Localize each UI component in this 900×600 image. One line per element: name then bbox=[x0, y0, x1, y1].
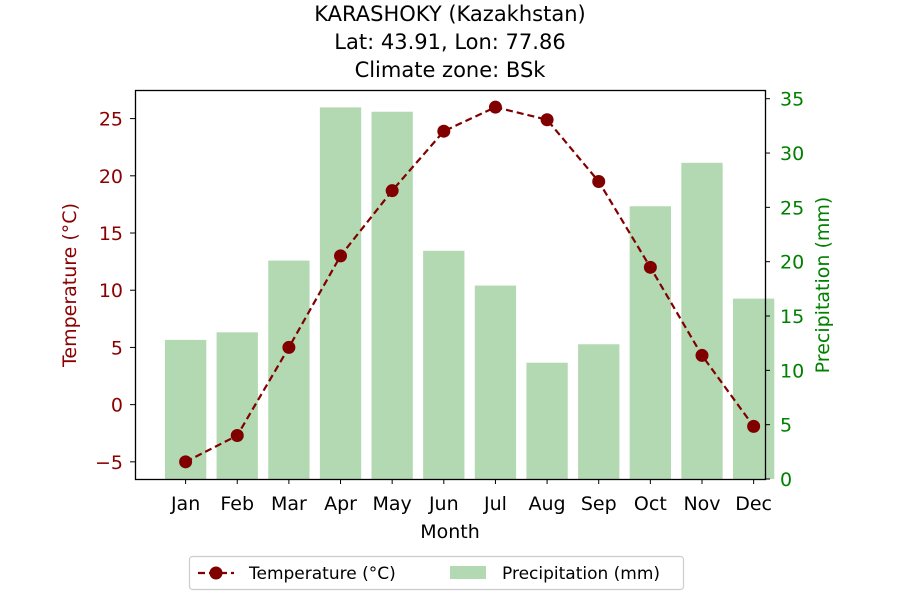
legend-frame bbox=[188, 555, 685, 591]
precipitation-bar-jul bbox=[474, 285, 517, 479]
temperature-point-jan bbox=[179, 455, 193, 469]
right-y-tick-label: 20 bbox=[780, 252, 804, 274]
legend-temperature-marker bbox=[209, 566, 223, 580]
temperature-series bbox=[179, 100, 761, 469]
right-y-tick-label: 0 bbox=[780, 469, 792, 491]
x-tick-label: Oct bbox=[634, 493, 667, 515]
x-axis-label: Month bbox=[420, 521, 480, 543]
temperature-point-oct bbox=[643, 260, 657, 274]
right-y-tick-label: 35 bbox=[780, 89, 804, 111]
left-y-axis-label: Temperature (°C) bbox=[59, 203, 81, 368]
x-tick-label: Dec bbox=[735, 493, 772, 515]
right-y-tick-label: 30 bbox=[780, 143, 804, 165]
precipitation-bar-aug bbox=[526, 362, 568, 479]
right-y-tick-label: 15 bbox=[780, 306, 804, 328]
right-y-tick-label: 10 bbox=[780, 360, 804, 382]
chart-subtitle-climate-zone: Climate zone: BSk bbox=[355, 58, 547, 82]
right-y-axis-label: Precipitation (mm) bbox=[812, 197, 834, 374]
x-tick-label: Nov bbox=[683, 493, 720, 515]
x-axis: Jan Feb Mar Apr May Jun Jul Aug Sep Oct Nov Dec bbox=[170, 479, 772, 515]
left-y-axis: −5 0 5 10 15 20 25 bbox=[95, 109, 135, 474]
left-y-tick-label: 10 bbox=[99, 280, 123, 302]
left-y-tick-label: 0 bbox=[111, 395, 123, 417]
precipitation-bar-may bbox=[371, 111, 413, 479]
temperature-point-jun bbox=[437, 124, 451, 138]
x-tick-label: May bbox=[373, 493, 412, 515]
precipitation-bar-sep bbox=[578, 344, 620, 479]
left-y-tick-label: 20 bbox=[99, 166, 123, 188]
x-tick-label: Feb bbox=[220, 493, 254, 515]
x-tick-label: Apr bbox=[324, 493, 357, 515]
temperature-point-nov bbox=[695, 348, 709, 362]
left-y-tick-label: 5 bbox=[111, 337, 123, 359]
left-y-tick-label: 15 bbox=[99, 223, 123, 245]
x-tick-label: Jul bbox=[483, 493, 507, 515]
right-y-axis: 0 5 10 15 20 25 30 35 bbox=[765, 89, 804, 491]
legend: Temperature (°C) Precipitation (mm) bbox=[188, 555, 685, 591]
temperature-point-aug bbox=[540, 113, 554, 127]
plot-frame bbox=[134, 89, 767, 481]
precipitation-bar-apr bbox=[319, 107, 362, 480]
temperature-point-may bbox=[385, 184, 399, 198]
temperature-point-mar bbox=[282, 340, 296, 354]
chart-title: KARASHOKY (Kazakhstan) bbox=[314, 2, 585, 26]
temperature-point-sep bbox=[592, 175, 606, 189]
left-y-tick-label: −5 bbox=[95, 452, 123, 474]
precipitation-bar-jun bbox=[423, 250, 465, 479]
x-tick-label: Jun bbox=[428, 493, 459, 515]
chart-subtitle-coordinates: Lat: 43.91, Lon: 77.86 bbox=[334, 30, 565, 54]
precipitation-bar-oct bbox=[629, 206, 672, 479]
left-y-tick-label: 25 bbox=[99, 109, 123, 131]
x-tick-label: Jan bbox=[170, 493, 200, 515]
legend-temperature-label: Temperature (°C) bbox=[248, 564, 396, 584]
temperature-point-feb bbox=[230, 429, 244, 443]
precipitation-bar-feb bbox=[216, 332, 258, 479]
x-tick-label: Sep bbox=[581, 493, 617, 515]
x-tick-label: Aug bbox=[529, 493, 566, 515]
temperature-line bbox=[185, 106, 755, 463]
precipitation-bar-dec bbox=[732, 298, 775, 479]
temperature-point-dec bbox=[747, 419, 761, 433]
right-y-tick-label: 25 bbox=[780, 197, 804, 219]
precipitation-bars bbox=[164, 107, 775, 480]
temperature-point-jul bbox=[488, 100, 502, 114]
precipitation-bar-nov bbox=[681, 162, 723, 479]
right-y-tick-label: 5 bbox=[780, 415, 792, 437]
legend-precipitation-swatch bbox=[450, 566, 486, 579]
precipitation-bar-mar bbox=[268, 260, 310, 479]
legend-precipitation-label: Precipitation (mm) bbox=[502, 564, 660, 584]
x-tick-label: Mar bbox=[271, 493, 307, 515]
temperature-point-apr bbox=[334, 249, 348, 263]
